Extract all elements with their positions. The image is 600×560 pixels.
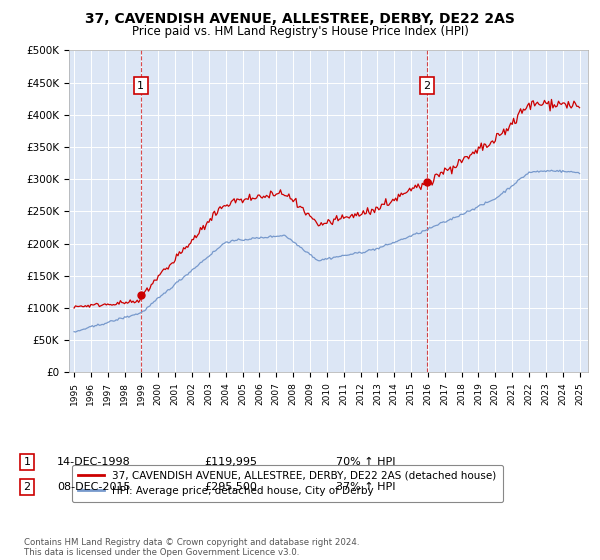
Text: 37% ↑ HPI: 37% ↑ HPI bbox=[336, 482, 395, 492]
Text: £295,500: £295,500 bbox=[204, 482, 257, 492]
Text: 1: 1 bbox=[23, 457, 31, 467]
Text: 70% ↑ HPI: 70% ↑ HPI bbox=[336, 457, 395, 467]
Text: 2: 2 bbox=[23, 482, 31, 492]
Legend: 37, CAVENDISH AVENUE, ALLESTREE, DERBY, DE22 2AS (detached house), HPI: Average : 37, CAVENDISH AVENUE, ALLESTREE, DERBY, … bbox=[71, 465, 503, 502]
Text: 37, CAVENDISH AVENUE, ALLESTREE, DERBY, DE22 2AS: 37, CAVENDISH AVENUE, ALLESTREE, DERBY, … bbox=[85, 12, 515, 26]
Text: 1: 1 bbox=[137, 81, 144, 91]
Text: 08-DEC-2015: 08-DEC-2015 bbox=[57, 482, 131, 492]
Text: £119,995: £119,995 bbox=[204, 457, 257, 467]
Text: 2: 2 bbox=[423, 81, 430, 91]
Text: Contains HM Land Registry data © Crown copyright and database right 2024.
This d: Contains HM Land Registry data © Crown c… bbox=[24, 538, 359, 557]
Text: Price paid vs. HM Land Registry's House Price Index (HPI): Price paid vs. HM Land Registry's House … bbox=[131, 25, 469, 38]
Text: 14-DEC-1998: 14-DEC-1998 bbox=[57, 457, 131, 467]
